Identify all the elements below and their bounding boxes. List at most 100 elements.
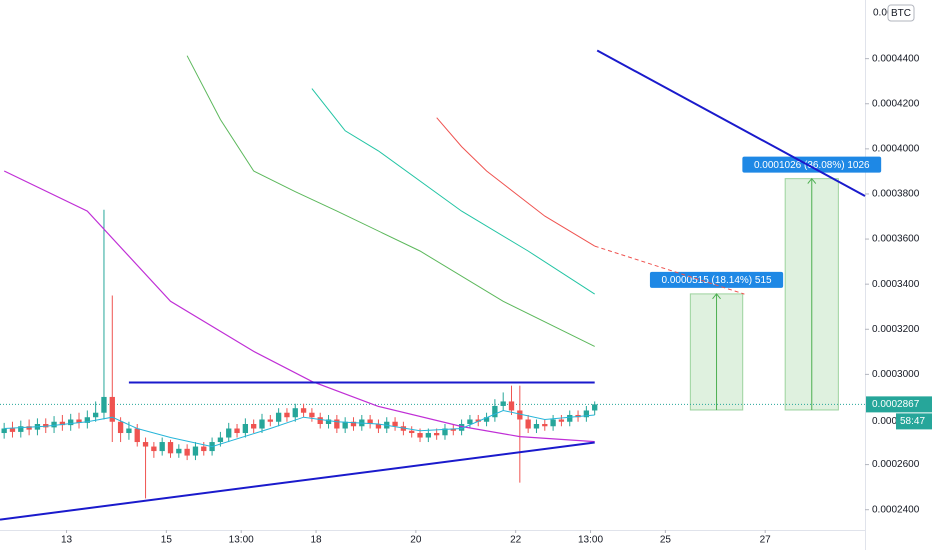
countdown: 58:47: [900, 416, 925, 427]
candle-body: [433, 433, 440, 436]
trend-line: [0, 441, 595, 521]
y-tick-label: 0.0002400: [872, 504, 920, 515]
ma-line: [4, 409, 595, 448]
candle-body: [367, 419, 373, 424]
candle-body: [525, 419, 531, 429]
x-tick-label: 13:00: [229, 535, 254, 546]
x-tick-label: 13: [61, 535, 73, 546]
candle-body: [68, 419, 74, 426]
candle-body: [425, 433, 432, 438]
candle-body: [442, 428, 448, 436]
candle-body: [59, 421, 66, 426]
candle-body: [92, 412, 99, 418]
candle-body: [76, 419, 82, 423]
candle-body: [542, 424, 548, 427]
candle-body: [309, 412, 315, 418]
candle-body: [51, 421, 57, 428]
candle-body: [201, 446, 207, 452]
candle-body: [26, 426, 32, 430]
candle-body: [334, 419, 340, 429]
measure-label: 0.0000515 (18.14%) 515: [661, 275, 772, 286]
candle-body: [517, 410, 523, 420]
price-label: 0.0002867: [872, 399, 920, 410]
candle-body: [458, 424, 465, 431]
candle-body: [550, 419, 556, 427]
candle-body: [267, 419, 273, 422]
candle-body: [317, 417, 323, 424]
candle-body: [117, 421, 124, 434]
measure-label-box: [649, 271, 784, 288]
candle-body: [450, 428, 456, 431]
x-tick-label: 27: [760, 535, 772, 546]
ma-line: [186, 55, 595, 347]
candle-body: [217, 437, 224, 443]
y-tick-label: 0.0004000: [872, 143, 920, 154]
y-tick-label: 0.0004400: [872, 53, 920, 64]
candle-body: [292, 408, 298, 418]
candle-body: [508, 401, 515, 411]
ma-line: [3, 170, 595, 443]
ma-line: [311, 88, 595, 295]
candle-body: [251, 424, 257, 429]
y-tick-label: 0.0003200: [872, 324, 920, 335]
candle-body: [409, 430, 415, 434]
candle-body: [242, 424, 249, 434]
countdown-badge: [896, 413, 932, 430]
currency: BTC: [891, 8, 911, 19]
candle-body: [325, 419, 332, 424]
y-tick-label: 0.0003800: [872, 189, 920, 200]
x-tick-label: 18: [310, 535, 322, 546]
candle-body: [167, 442, 174, 454]
x-tick-label: 25: [660, 535, 672, 546]
y-tick-label: 0.0002600: [872, 459, 920, 470]
candle-body: [558, 419, 565, 422]
candle-body: [126, 428, 132, 434]
candle-body: [350, 421, 357, 427]
candle-body: [417, 433, 423, 438]
candle-body: [475, 419, 481, 422]
candle-body: [1, 428, 7, 434]
candle-body: [533, 424, 540, 429]
y-tick-label: 0.0003000: [872, 369, 920, 380]
candle-body: [492, 405, 498, 418]
candle-body: [43, 424, 49, 428]
x-tick-label: 22: [510, 535, 522, 546]
candle-body: [176, 448, 182, 454]
candle-body: [259, 419, 265, 429]
candle-body: [142, 442, 149, 447]
currency-badge: [887, 4, 915, 22]
candle-body: [342, 421, 348, 429]
ma-line: [594, 245, 745, 295]
candle-body: [234, 428, 240, 434]
y-tick-label: 0.0003600: [872, 234, 920, 245]
candle-body: [300, 408, 307, 413]
candle-body: [483, 417, 490, 422]
candle-body: [159, 442, 165, 452]
candle-body: [192, 446, 199, 456]
candle-body: [392, 421, 398, 427]
candle-body: [467, 419, 473, 424]
x-tick-label: 20: [410, 535, 422, 546]
candle-body: [226, 428, 232, 438]
measure-label-box: [742, 156, 882, 173]
candle-body: [134, 428, 140, 443]
candle-body: [567, 414, 573, 422]
candle-body: [184, 448, 190, 456]
candle-body: [151, 446, 157, 452]
candle-body: [9, 428, 16, 432]
trend-line: [596, 49, 866, 197]
hidden-price-label: 0.000: [872, 416, 897, 427]
candle-body: [275, 412, 282, 422]
y-tick-label: 0.0003400: [872, 279, 920, 290]
x-tick-label: 15: [161, 535, 173, 546]
y-tick-label: 0.0004200: [872, 98, 920, 109]
candle-body: [375, 424, 382, 429]
candle-body: [284, 412, 290, 418]
candle-body: [592, 404, 598, 411]
ma-line: [436, 117, 595, 247]
measure-label: 0.0001026 (36.08%) 1026: [754, 160, 870, 171]
price-badge: [866, 396, 932, 413]
measure-arrow-head: [712, 293, 721, 300]
candle-body: [500, 401, 506, 406]
